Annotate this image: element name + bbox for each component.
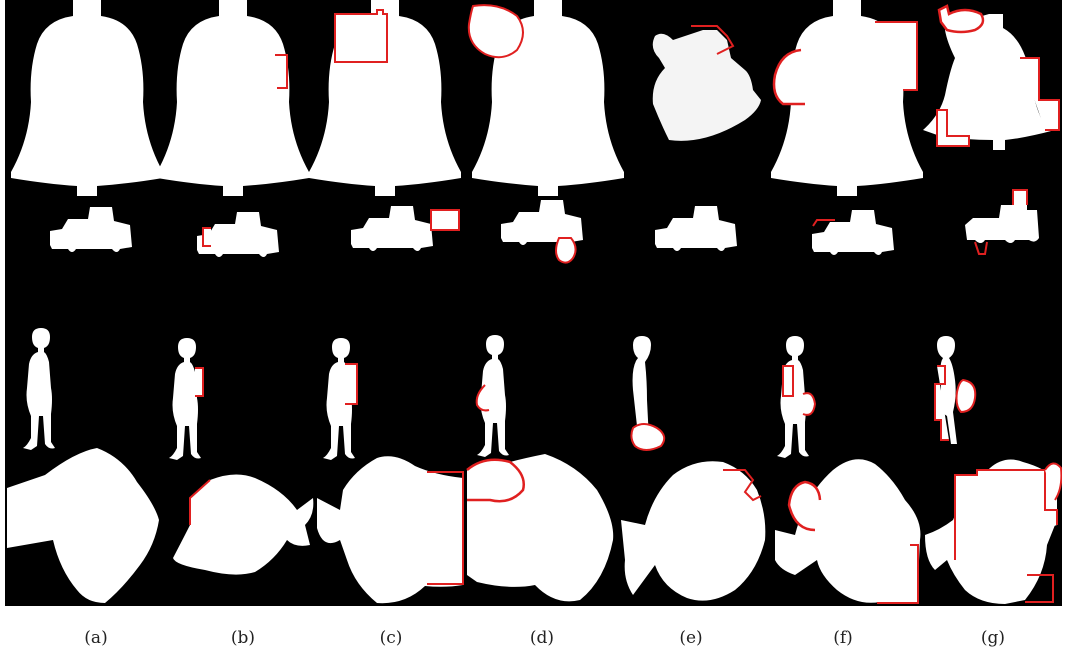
bell-shape-g	[923, 14, 1055, 150]
truck-patch-b	[202, 227, 211, 247]
shape-figure	[5, 0, 1062, 606]
caption-b: (b)	[230, 628, 256, 648]
truck-shape-f	[812, 210, 894, 255]
truck-patch-g	[1012, 189, 1028, 205]
bell-patch-f-lobe	[772, 48, 805, 106]
caption-f: (f)	[833, 628, 853, 648]
fish-patch-b	[189, 479, 211, 525]
caption-g: (g)	[980, 628, 1006, 648]
fish-shape-a	[7, 448, 159, 603]
bell-patch-d	[467, 4, 524, 59]
truck-patch-f	[812, 219, 835, 227]
fish-patch-c	[427, 471, 464, 585]
truck-patch-d	[555, 237, 577, 264]
child-shape-b	[169, 338, 201, 460]
fish-shape-f	[775, 459, 921, 603]
caption-a: (a)	[84, 628, 108, 648]
bell-patch-f-rect	[875, 21, 918, 91]
child-patch-c	[345, 363, 358, 405]
child-shape-e	[632, 336, 651, 444]
child-patch-g-lobe	[955, 378, 977, 414]
fish-shape-e	[621, 461, 766, 601]
bell-patch-g-right	[1020, 57, 1060, 131]
caption-c: (c)	[379, 628, 403, 648]
bell-patch-b	[275, 54, 288, 89]
fish-patch-g-rect	[954, 469, 1058, 560]
bell-shape-e	[652, 30, 761, 141]
truck-patch-g-bottom	[974, 241, 988, 255]
child-patch-f-rect	[782, 365, 794, 397]
caption-e: (e)	[679, 628, 703, 648]
fish-patch-e	[723, 469, 762, 502]
bell-patch-e	[691, 25, 735, 55]
bell-shape-b	[157, 0, 309, 196]
caption-d: (d)	[529, 628, 555, 648]
caption-row: (a) (b) (c) (d) (e) (f) (g)	[0, 606, 1067, 657]
fish-shape-b	[173, 474, 314, 575]
bell-shape-a	[11, 0, 163, 196]
child-patch-e	[630, 423, 666, 451]
truck-patch-c	[430, 209, 460, 231]
shape-grid	[7, 0, 1062, 604]
child-patch-b	[195, 367, 204, 397]
child-patch-d	[475, 384, 490, 412]
fish-patch-f-lobe	[787, 480, 822, 532]
bell-patch-g-bottom	[936, 109, 970, 147]
child-shape-g	[937, 336, 957, 444]
child-shape-a	[23, 328, 55, 450]
truck-shape-e	[655, 206, 737, 251]
fish-patch-g-bottom	[1025, 574, 1054, 603]
bell-patch-c	[334, 9, 388, 63]
child-patch-g-rect	[934, 365, 949, 441]
truck-shape-a	[50, 207, 132, 252]
fish-patch-d	[466, 458, 525, 503]
fish-patch-f-rect	[877, 544, 919, 604]
child-patch-f-lobe	[802, 392, 817, 416]
truck-shape-c	[351, 206, 433, 251]
bell-patch-g-top	[937, 4, 985, 34]
fish-shape-c	[317, 456, 463, 604]
truck-shape-g	[965, 190, 1039, 243]
fish-patch-g-lobe	[1044, 462, 1062, 501]
